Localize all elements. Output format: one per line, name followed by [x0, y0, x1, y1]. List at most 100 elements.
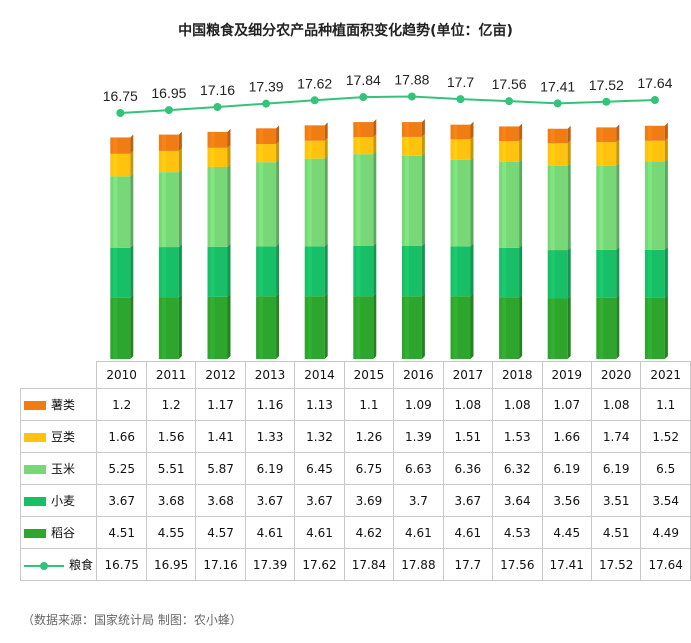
- table-cell: 6.75: [343, 452, 395, 485]
- bar-segment-highlight: [259, 144, 264, 163]
- legend-label: 粮食: [69, 558, 94, 572]
- data-label: 17.16: [200, 82, 235, 98]
- bar-segment-side: [664, 158, 668, 250]
- table-row: 豆类 1.66 1.56 1.41 1.33 1.32 1.26 1.39 1.51 1.53 1.…: [19, 420, 691, 453]
- bar-segment-highlight: [307, 158, 312, 247]
- line-point: [602, 97, 611, 106]
- bar-segment-highlight: [599, 297, 604, 359]
- bar-segment-highlight: [210, 147, 215, 167]
- bar-segment-side: [373, 119, 377, 138]
- bar-segment-side: [519, 138, 523, 162]
- data-label: 17.64: [637, 75, 672, 91]
- line-point: [650, 96, 659, 105]
- data-label: 17.52: [589, 77, 624, 93]
- bar-segment-highlight: [550, 298, 555, 359]
- bar-segment-highlight: [404, 296, 409, 359]
- bar-segment-highlight: [502, 141, 507, 162]
- data-label: 16.95: [151, 85, 186, 101]
- table-cell: 6.19: [541, 452, 592, 485]
- bar-segment-highlight: [307, 125, 312, 141]
- table-cell: 17.56: [492, 548, 543, 581]
- bar-segment-side: [567, 125, 571, 144]
- bar-segment-highlight: [599, 127, 604, 143]
- line-point: [164, 106, 173, 115]
- bar-segment-highlight: [113, 153, 118, 177]
- bar-segment-side: [130, 173, 134, 248]
- bar-segment-side: [178, 169, 182, 248]
- table-cell: 1.52: [640, 420, 691, 453]
- bar-segment-highlight: [550, 128, 555, 144]
- bar-segment-side: [227, 128, 231, 148]
- bar-segment-side: [519, 123, 523, 142]
- table-cell: 4.51: [590, 516, 642, 549]
- bar-segment-highlight: [453, 296, 458, 359]
- bar-segment-highlight: [356, 137, 361, 155]
- legend-entry: 粮食: [19, 548, 98, 581]
- line-point: [310, 96, 319, 105]
- table-cell: 1.51: [442, 420, 494, 453]
- bar-segment-side: [227, 243, 231, 297]
- bar-segment-side: [519, 244, 523, 298]
- bar-segment-side: [616, 246, 620, 298]
- line-point: [505, 97, 514, 106]
- bar-segment-side: [324, 155, 328, 247]
- bar-segment-highlight: [113, 137, 118, 154]
- table-cell: 1.16: [244, 388, 296, 421]
- line-point: [407, 92, 416, 101]
- table-row: 稻谷 4.51 4.55 4.57 4.61 4.61 4.62 4.61 4.61 4.53 4.…: [19, 516, 691, 549]
- table-cell: 6.32: [492, 452, 543, 485]
- table-row: 粮食 16.75 16.95 17.16 17.39 17.62 17.84 17.88 17.…: [19, 548, 691, 581]
- table-cell: 1.53: [492, 420, 543, 453]
- bar-segment-side: [373, 242, 377, 297]
- legend-entry: 小麦: [19, 484, 98, 517]
- bar-segment-highlight: [453, 246, 458, 297]
- bar-segment-side: [130, 150, 134, 177]
- table-cell: 6.63: [393, 452, 444, 485]
- table-cell: 4.51: [96, 516, 147, 549]
- bar-segment-highlight: [259, 296, 264, 359]
- legend-entry: 薯类: [19, 388, 98, 421]
- table-cell: 1.08: [590, 388, 642, 421]
- data-table: 2010 2011 2012 2013 2014 2015 2016 2017 2018 2019…: [19, 361, 691, 581]
- legend-label: 稻谷: [51, 526, 76, 540]
- bar-segment-side: [130, 244, 134, 298]
- data-label: 17.56: [492, 76, 527, 92]
- line-point: [553, 99, 562, 108]
- tick-label: 2015: [343, 361, 395, 389]
- bar-segment-highlight: [113, 176, 118, 248]
- line-point: [116, 109, 125, 117]
- bar-segment-highlight: [550, 165, 555, 251]
- data-label: 17.88: [394, 72, 429, 88]
- bar-segment-side: [470, 156, 474, 247]
- bar-segment-side: [324, 243, 328, 297]
- bar-segment-side: [421, 242, 425, 297]
- tick-label: 2021: [640, 361, 691, 389]
- bar-segment-side: [664, 294, 668, 359]
- table-cell: 17.62: [294, 548, 345, 581]
- bar-segment-highlight: [647, 161, 652, 250]
- bar-segment-highlight: [210, 166, 215, 247]
- table-cell: 1.13: [294, 388, 345, 421]
- bar-segment-side: [178, 147, 182, 173]
- line-series-粮食: [120, 95, 655, 114]
- chart-title: 中国粮食及细分农产品种植面积变化趋势(单位：亿亩): [178, 23, 513, 39]
- data-label: 17.41: [540, 78, 575, 94]
- bar-segment-highlight: [404, 136, 409, 156]
- data-label: 17.84: [346, 72, 381, 88]
- table-cell: 1.39: [393, 420, 444, 453]
- bar-segment-highlight: [356, 154, 361, 246]
- table-cell: 17.39: [244, 548, 296, 581]
- bar-segment-side: [470, 293, 474, 359]
- bar-segment-side: [227, 293, 231, 359]
- legend-entry: 豆类: [19, 420, 98, 453]
- table-cell: 3.54: [640, 484, 691, 517]
- table-cell: 3.67: [96, 484, 147, 517]
- bar-segment-side: [373, 293, 377, 359]
- tick-label: 2012: [195, 361, 246, 389]
- bar-segment-side: [664, 137, 668, 162]
- bar-segment-highlight: [599, 249, 604, 298]
- bar-segment-highlight: [210, 246, 215, 297]
- bar-segment-side: [567, 140, 571, 166]
- bar-segment-side: [130, 294, 134, 359]
- table-cell: 1.33: [244, 420, 296, 453]
